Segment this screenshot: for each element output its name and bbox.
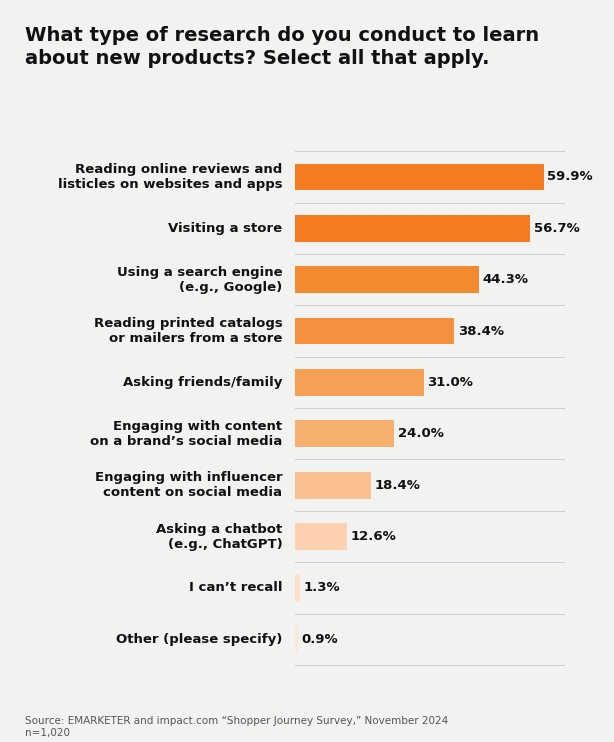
Text: Asking a chatbot
(e.g., ChatGPT): Asking a chatbot (e.g., ChatGPT): [156, 522, 282, 551]
Bar: [295, 266, 479, 293]
Text: I can’t recall: I can’t recall: [189, 582, 282, 594]
Bar: [295, 626, 298, 653]
Bar: [295, 163, 543, 190]
Text: 44.3%: 44.3%: [482, 273, 528, 286]
Bar: [295, 421, 394, 447]
Bar: [295, 369, 424, 395]
Text: 31.0%: 31.0%: [427, 376, 473, 389]
Text: 24.0%: 24.0%: [398, 427, 444, 440]
Text: 59.9%: 59.9%: [547, 171, 593, 183]
Text: 56.7%: 56.7%: [534, 222, 580, 234]
Text: Visiting a store: Visiting a store: [168, 222, 282, 234]
Text: Using a search engine
(e.g., Google): Using a search engine (e.g., Google): [117, 266, 282, 294]
Text: Asking friends/family: Asking friends/family: [123, 376, 282, 389]
Text: 38.4%: 38.4%: [457, 324, 503, 338]
Text: Engaging with influencer
content on social media: Engaging with influencer content on soci…: [95, 471, 282, 499]
Bar: [295, 318, 454, 344]
Text: 1.3%: 1.3%: [303, 582, 340, 594]
Text: What type of research do you conduct to learn
about new products? Select all tha: What type of research do you conduct to …: [25, 26, 538, 68]
Text: Reading online reviews and
listicles on websites and apps: Reading online reviews and listicles on …: [58, 163, 282, 191]
Text: 18.4%: 18.4%: [375, 479, 421, 492]
Text: Engaging with content
on a brand’s social media: Engaging with content on a brand’s socia…: [90, 420, 282, 447]
Bar: [295, 523, 347, 550]
Text: Other (please specify): Other (please specify): [116, 633, 282, 646]
Text: 12.6%: 12.6%: [351, 530, 396, 543]
Bar: [295, 472, 371, 499]
Text: Reading printed catalogs
or mailers from a store: Reading printed catalogs or mailers from…: [94, 317, 282, 345]
Bar: [295, 215, 530, 242]
Text: Source: EMARKETER and impact.com “Shopper Journey Survey,” November 2024
n=1,020: Source: EMARKETER and impact.com “Shoppe…: [25, 716, 448, 738]
Bar: [295, 574, 300, 601]
Text: 0.9%: 0.9%: [302, 633, 338, 646]
